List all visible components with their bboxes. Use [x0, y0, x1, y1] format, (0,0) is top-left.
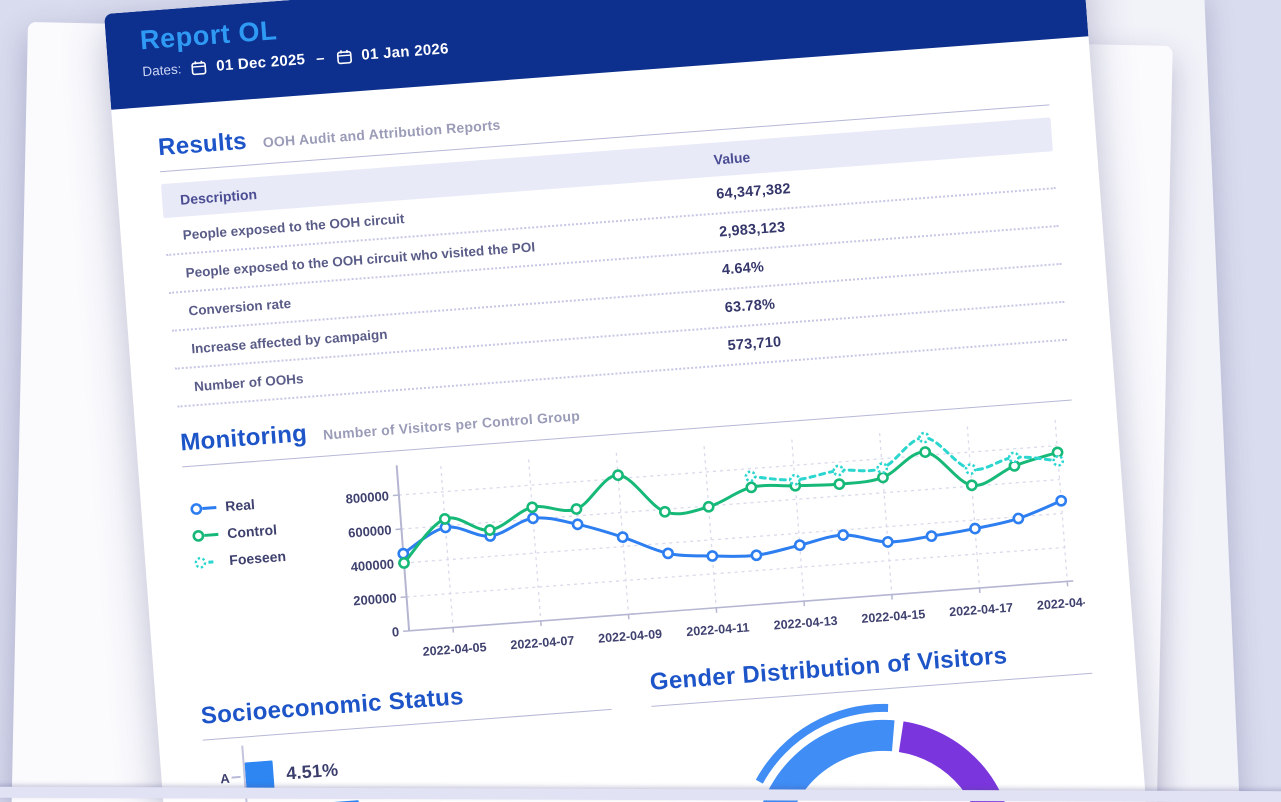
bar[interactable] [244, 760, 275, 791]
monitoring-section: Monitoring Number of Visitors per Contro… [179, 362, 1088, 683]
real-series-marker-icon [190, 502, 217, 515]
column-description: Description [179, 186, 258, 208]
socioeconomic-section: Socioeconomic Status A 4.51% B [199, 671, 636, 802]
legend-label: Real [224, 496, 256, 515]
row-label: Number of OOHs [193, 370, 304, 394]
gender-section-head: Gender Distribution of Visitors [648, 635, 1093, 707]
row-value: 64,347,382 [715, 181, 792, 203]
row-value: 63.78% [724, 296, 776, 317]
svg-text:2022-04-05: 2022-04-05 [422, 640, 487, 659]
monitoring-title: Monitoring [179, 419, 309, 457]
svg-text:600000: 600000 [348, 522, 392, 540]
row-value: 4.64% [721, 259, 765, 279]
legend-label: Foeseen [228, 547, 287, 569]
calendar-icon[interactable] [190, 58, 208, 76]
date-start[interactable]: 01 Dec 2025 [215, 51, 306, 75]
svg-text:200000: 200000 [353, 590, 397, 608]
legend-label: Control [226, 521, 278, 542]
gender-section: Gender Distribution of Visitors Male 52.… [648, 635, 1116, 802]
svg-text:2022-04-15: 2022-04-15 [861, 607, 926, 626]
line-chart: 0 200000 400000 600000 800000 2022-04-05 2022-… [345, 419, 1086, 659]
report-page: Report OL Dates: 01 Dec 2025 – 01 Jan [104, 0, 1149, 802]
socioeconomic-title: Socioeconomic Status [199, 682, 465, 730]
report-body: Results OOH Audit and Attribution Report… [111, 36, 1149, 802]
control-series-marker-icon [192, 529, 219, 542]
donut-chart [754, 703, 1015, 802]
legend-item-real[interactable]: Real [189, 491, 328, 517]
svg-text:2022-04-07: 2022-04-07 [510, 634, 575, 653]
legend-item-foeseen[interactable]: Foeseen [193, 545, 332, 571]
svg-text:0: 0 [391, 624, 399, 640]
row-value: 573,710 [727, 334, 782, 355]
monitoring-chart-area: Real Control [183, 409, 1088, 683]
svg-text:2022-04-09: 2022-04-09 [598, 627, 663, 646]
row-label: People exposed to the OOH circuit [182, 210, 405, 243]
date-end[interactable]: 01 Jan 2026 [360, 40, 450, 64]
calendar-icon[interactable] [335, 48, 353, 66]
monitoring-subtitle: Number of Visitors per Control Group [322, 407, 581, 443]
results-title: Results [157, 127, 248, 162]
foeseen-series-marker-icon [194, 556, 217, 569]
svg-text:2022-04-11: 2022-04-11 [686, 620, 750, 639]
row-value: 2,983,123 [718, 219, 786, 241]
dates-label: Dates: [141, 61, 182, 80]
chart-legend: Real Control [183, 465, 340, 683]
gender-donut-wrap: Male 52.22% [723, 689, 1045, 802]
row-label: Increase affected by campaign [190, 326, 388, 356]
row-label: Conversion rate [187, 295, 292, 318]
svg-text:2022-04-19: 2022-04-19 [1036, 594, 1085, 613]
svg-text:400000: 400000 [350, 556, 394, 574]
legend-item-control[interactable]: Control [191, 518, 330, 544]
results-subtitle: OOH Audit and Attribution Reports [262, 116, 501, 151]
gender-title: Gender Distribution of Visitors [648, 642, 1009, 696]
results-section: Results OOH Audit and Attribution Report… [157, 67, 1068, 408]
bar-value-label: 4.51% [285, 759, 339, 783]
bottom-charts-row: Socioeconomic Status A 4.51% B [199, 635, 1116, 802]
axis-tick [231, 775, 241, 779]
date-separator: – [315, 49, 326, 68]
column-value: Value [713, 148, 751, 168]
svg-text:2022-04-17: 2022-04-17 [949, 601, 1014, 620]
bar-category: A [219, 770, 231, 786]
report-dates: Dates: 01 Dec 2025 – 01 Jan 2026 [142, 0, 1087, 80]
svg-text:2022-04-13: 2022-04-13 [773, 614, 838, 633]
svg-text:800000: 800000 [345, 488, 389, 506]
report-header: Report OL Dates: 01 Dec 2025 – 01 Jan [104, 0, 1089, 110]
